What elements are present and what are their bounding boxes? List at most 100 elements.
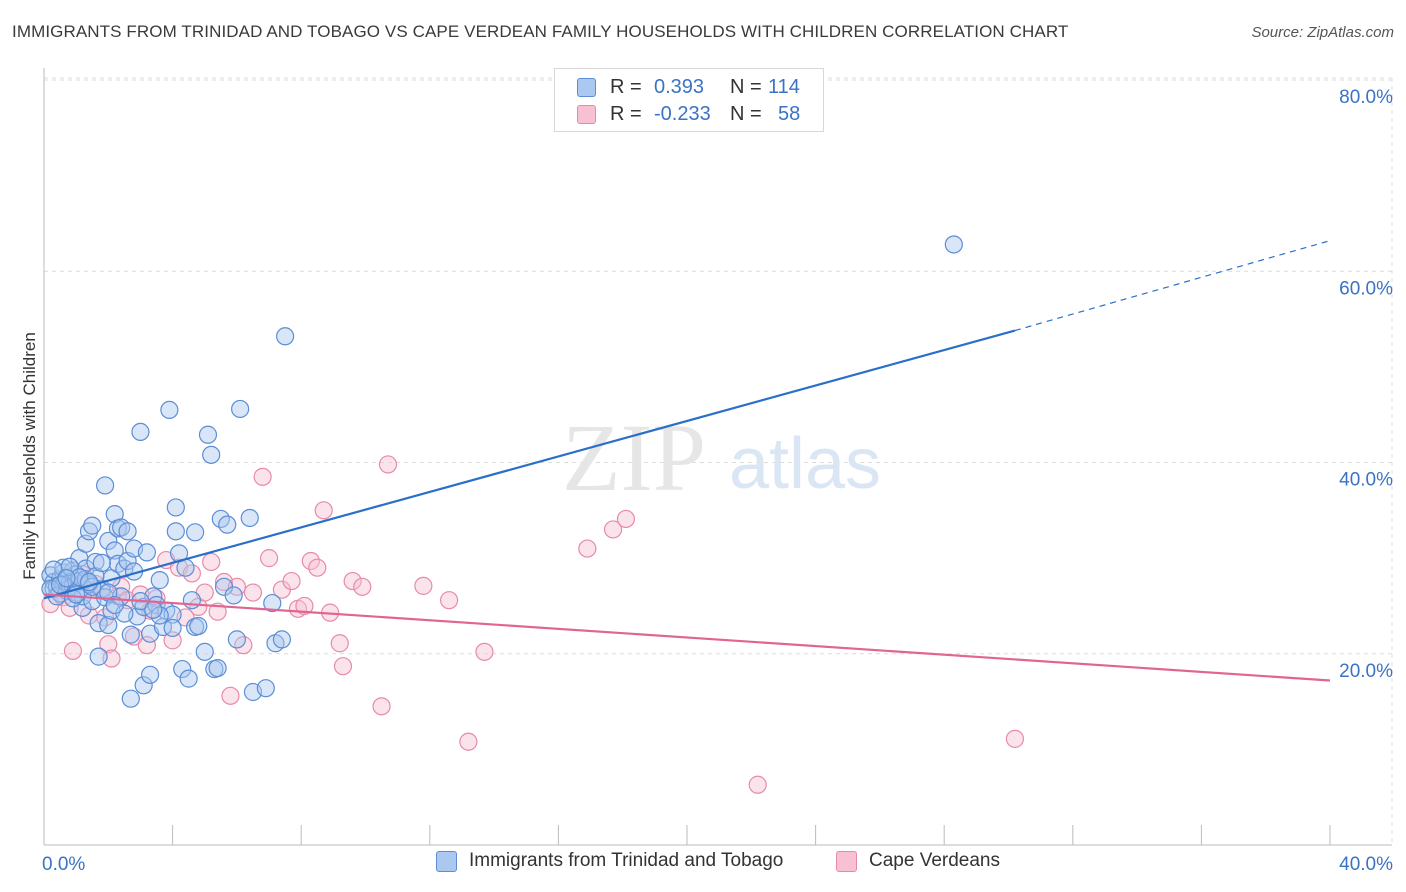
blue-point	[105, 595, 124, 615]
blue-point	[256, 679, 275, 698]
pink-point	[63, 641, 83, 660]
pink-point	[163, 631, 182, 650]
trend-lines	[43, 240, 1331, 682]
blue-point	[105, 541, 124, 560]
blue-point	[95, 476, 115, 495]
pink-point	[99, 635, 118, 654]
pink-point	[603, 520, 623, 539]
grid-lines	[44, 77, 1393, 845]
pink-point	[353, 577, 372, 596]
pink-point	[343, 571, 362, 591]
blue-point	[121, 689, 140, 708]
watermark-atlas: atlas	[729, 424, 881, 504]
tick-labels: 20.0% 40.0% 60.0% 80.0% 0.0% 40.0%	[42, 87, 1393, 875]
chart-title: IMMIGRANTS FROM TRINIDAD AND TOBAGO VS C…	[12, 22, 1069, 41]
blue-point	[99, 615, 118, 635]
series-legend: Immigrants from Trinidad and Tobago Cape…	[0, 850, 1406, 878]
x-tick-label: 40.0%	[1339, 854, 1393, 875]
blue-point	[218, 515, 237, 534]
legend-item-cape-verdeans[interactable]: Cape Verdeans	[836, 850, 1000, 872]
stats-row-pink: R = -0.233 N = 58	[577, 102, 800, 126]
y-tick-label: 20.0%	[1339, 661, 1393, 682]
blue-point	[99, 531, 118, 551]
blue-point	[44, 560, 63, 579]
y-tick-label: 60.0%	[1339, 278, 1393, 299]
pink-swatch	[836, 850, 857, 872]
blue-point	[195, 642, 214, 661]
pink-point	[748, 775, 767, 794]
blue-point	[137, 543, 156, 562]
blue-point	[140, 665, 160, 684]
pink-point	[308, 558, 327, 577]
pink-point	[137, 636, 156, 655]
legend-label: Immigrants from Trinidad and Tobago	[469, 850, 784, 871]
pink-point	[314, 501, 333, 520]
blue-point	[227, 630, 246, 649]
axes	[43, 68, 1392, 846]
y-tick-label: 40.0%	[1339, 470, 1393, 491]
blue-point	[272, 630, 292, 649]
blue-point	[92, 553, 111, 573]
blue-point	[173, 659, 192, 679]
blue-point	[144, 600, 163, 619]
pink-point	[459, 732, 478, 751]
stats-row-blue: R = 0.393 N = 114	[577, 75, 800, 99]
blue-point	[263, 593, 282, 613]
pink-point	[475, 642, 494, 661]
pink-point	[282, 571, 301, 591]
x-tick-label: 0.0%	[42, 854, 85, 875]
blue-point	[150, 571, 169, 590]
watermark: ZIP atlas	[562, 404, 881, 511]
pink-swatch	[577, 104, 596, 124]
blue-point	[86, 552, 105, 572]
blue-swatch	[436, 850, 457, 872]
blue-point	[944, 235, 963, 254]
blue-point	[134, 676, 153, 695]
n-label: N =	[730, 102, 762, 125]
pink-point	[259, 549, 279, 568]
pink-point	[1005, 729, 1025, 748]
pink-point	[414, 576, 433, 595]
pink-point	[295, 596, 314, 616]
pink-point	[330, 634, 349, 653]
blue-point	[182, 591, 201, 610]
blue-point	[179, 669, 198, 688]
blue-point	[276, 327, 295, 346]
r-value: -0.233	[654, 102, 711, 125]
pink-point	[221, 686, 240, 705]
pink-point	[301, 551, 320, 571]
blue-point	[189, 616, 208, 636]
blue-trend-line	[43, 329, 1016, 600]
stats-legend: R = 0.393 N = 114 R = -0.233 N = 58	[554, 68, 824, 132]
blue-point	[79, 522, 99, 541]
r-value: 0.393	[654, 75, 705, 98]
blue-point	[240, 508, 259, 528]
legend-label: Cape Verdeans	[869, 850, 1000, 871]
blue-point	[166, 522, 185, 541]
blue-point	[208, 658, 227, 678]
n-value: 58	[778, 102, 801, 125]
pink-point	[616, 509, 636, 529]
legend-item-trinidad[interactable]: Immigrants from Trinidad and Tobago	[436, 850, 783, 872]
pink-point	[202, 552, 221, 572]
blue-point	[89, 647, 108, 666]
blue-point	[166, 498, 185, 517]
blue-point	[198, 425, 218, 444]
pink-trend-line	[43, 593, 1331, 682]
blue-point	[202, 445, 221, 464]
pink-point	[372, 697, 391, 716]
source-label: Source: ZipAtlas.com	[1251, 24, 1394, 41]
pink-point	[243, 583, 263, 602]
pink-point	[378, 455, 398, 474]
y-tick-label: 80.0%	[1339, 87, 1393, 108]
blue-point	[131, 422, 150, 441]
y-axis-label: Family Households with Children	[20, 332, 39, 580]
blue-point	[224, 586, 243, 605]
n-label: N =	[730, 75, 762, 98]
pink-point	[439, 591, 459, 610]
blue-trend-extension	[1014, 240, 1331, 332]
pink-point	[578, 539, 597, 558]
blue-swatch	[577, 77, 596, 97]
r-label: R =	[610, 75, 642, 98]
